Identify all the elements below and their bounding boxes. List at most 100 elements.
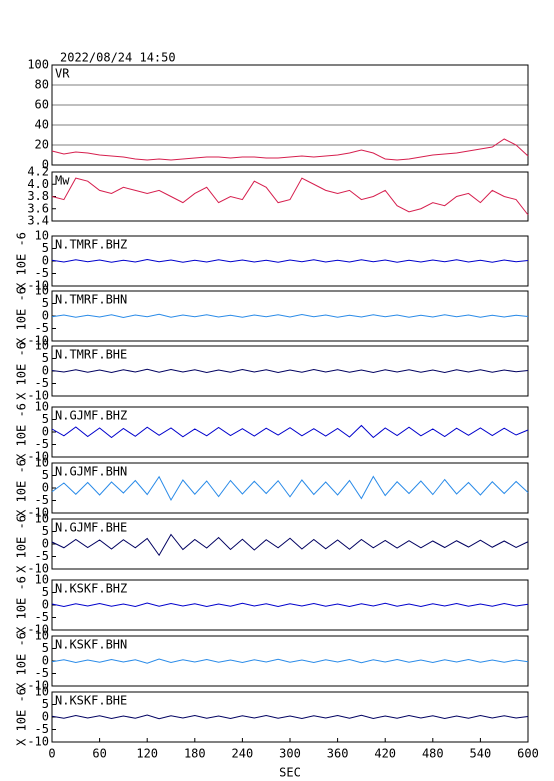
trace-line [51, 714, 529, 720]
y-tick-label: 5 [42, 585, 49, 599]
panel-label: N.KSKF.BHE [55, 694, 127, 708]
y-tick-label: 10 [35, 685, 49, 699]
y-tick-label: -5 [35, 722, 49, 736]
trace-line [51, 658, 529, 664]
y-tick-label: 10 [35, 512, 49, 526]
x-axis-label: SEC [279, 766, 301, 780]
y-tick-label: 10 [35, 400, 49, 414]
y-tick-label: 0 [42, 481, 49, 495]
y-axis-label: X 10E -6 [15, 403, 29, 461]
x-tick-label: 240 [232, 747, 254, 761]
y-tick-label: 60 [35, 98, 49, 112]
y-tick-label: -5 [35, 266, 49, 280]
y-tick-label: -5 [35, 493, 49, 507]
y-tick-label: 10 [35, 339, 49, 353]
y-tick-label: 5 [42, 412, 49, 426]
chart-date: 2022/08/24 14:50 [60, 51, 176, 65]
y-tick-label: 0 [42, 425, 49, 439]
trace-line [51, 475, 529, 502]
y-axis-label: X 10E -6 [15, 342, 29, 400]
x-tick-label: 600 [517, 747, 539, 761]
y-tick-label: 3.8 [27, 189, 49, 203]
y-tick-label: -10 [27, 623, 49, 637]
panel-label: N.GJMF.BHN [55, 465, 127, 479]
y-tick-label: -10 [27, 562, 49, 576]
x-tick-label: 180 [184, 747, 206, 761]
y-tick-label: 3.6 [27, 201, 49, 215]
y-tick-label: -10 [27, 735, 49, 749]
y-tick-label: 4.0 [27, 177, 49, 191]
y-tick-label: 0 [42, 537, 49, 551]
trace-line [51, 177, 529, 216]
y-tick-label: 40 [35, 118, 49, 132]
y-axis-label: X 10E -6 [15, 287, 29, 345]
panel-label: N.TMRF.BHZ [55, 238, 127, 252]
x-tick-label: 0 [48, 747, 55, 761]
y-axis-label: X 10E -6 [15, 632, 29, 690]
panel-label: Mw [55, 174, 70, 188]
y-tick-label: 0 [42, 254, 49, 268]
y-tick-label: 80 [35, 78, 49, 92]
y-tick-label: 0 [42, 710, 49, 724]
y-axis-label: X 10E -6 [15, 688, 29, 746]
y-axis-label: X 10E -6 [15, 576, 29, 634]
y-tick-label: 10 [35, 456, 49, 470]
y-tick-label: -5 [35, 549, 49, 563]
y-tick-label: 3.4 [27, 214, 49, 228]
y-tick-label: 0 [42, 309, 49, 323]
x-tick-label: 300 [279, 747, 301, 761]
y-tick-label: 10 [35, 629, 49, 643]
trace-line [51, 138, 529, 161]
y-tick-label: -10 [27, 679, 49, 693]
y-tick-label: -5 [35, 376, 49, 390]
y-tick-label: -5 [35, 666, 49, 680]
y-tick-label: 100 [27, 58, 49, 72]
y-tick-label: 5 [42, 351, 49, 365]
panel-frame [51, 64, 529, 166]
y-tick-label: 5 [42, 296, 49, 310]
y-tick-label: 10 [35, 284, 49, 298]
panel-label: N.TMRF.BHN [55, 293, 127, 307]
y-tick-label: 0 [42, 654, 49, 668]
y-tick-label: 0 [42, 364, 49, 378]
trace-line [51, 424, 529, 439]
y-tick-label: 5 [42, 641, 49, 655]
y-tick-label: -10 [27, 450, 49, 464]
panel-label: VR [55, 67, 70, 81]
y-axis-label: X 10E -6 [15, 232, 29, 290]
x-tick-label: 60 [92, 747, 106, 761]
panel-label: N.KSKF.BHN [55, 638, 127, 652]
trace-line [51, 533, 529, 557]
y-tick-label: -10 [27, 279, 49, 293]
y-axis-label: X 10E -6 [15, 515, 29, 573]
y-tick-label: -10 [27, 389, 49, 403]
y-tick-label: 4.2 [27, 165, 49, 179]
y-tick-label: 0 [42, 598, 49, 612]
y-tick-label: -10 [27, 506, 49, 520]
trace-line [51, 602, 529, 608]
y-tick-label: 5 [42, 241, 49, 255]
y-axis-label: X 10E -6 [15, 459, 29, 517]
trace-line [51, 368, 529, 374]
x-tick-label: 360 [327, 747, 349, 761]
y-tick-label: -10 [27, 334, 49, 348]
panel-label: N.TMRF.BHE [55, 348, 127, 362]
y-tick-label: -5 [35, 321, 49, 335]
x-tick-label: 540 [470, 747, 492, 761]
trace-line [51, 313, 529, 319]
x-tick-label: 420 [374, 747, 396, 761]
y-tick-label: 10 [35, 229, 49, 243]
x-tick-label: 120 [136, 747, 158, 761]
y-tick-label: 20 [35, 138, 49, 152]
trace-line [51, 258, 529, 263]
y-tick-label: 10 [35, 573, 49, 587]
panel-label: N.GJMF.BHE [55, 521, 127, 535]
y-tick-label: -5 [35, 610, 49, 624]
y-tick-label: -5 [35, 437, 49, 451]
y-tick-label: 5 [42, 468, 49, 482]
y-tick-label: 5 [42, 697, 49, 711]
y-tick-label: 0 [42, 158, 49, 172]
panel-label: N.GJMF.BHZ [55, 409, 127, 423]
y-tick-label: 5 [42, 524, 49, 538]
